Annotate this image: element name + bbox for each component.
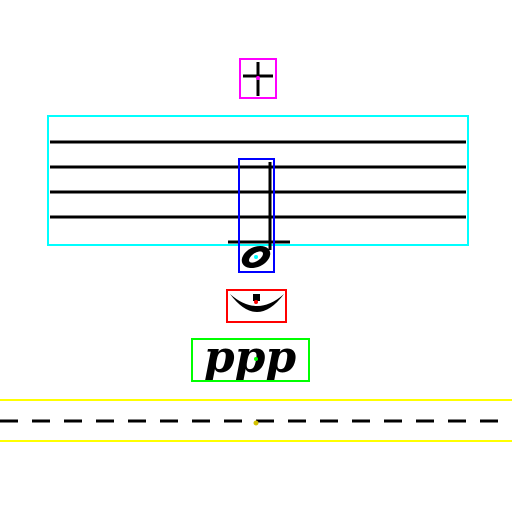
staff-bounding-box xyxy=(47,115,469,246)
half-note-center-marker xyxy=(254,255,258,259)
staff-lines xyxy=(50,140,466,219)
fermata-bounding-box xyxy=(226,289,287,323)
dynamic-bounding-box xyxy=(191,338,310,382)
dynamic-marking-text: ppp xyxy=(204,332,297,383)
sharp-bounding-box xyxy=(239,58,277,99)
dashed-center-marker xyxy=(253,420,259,426)
dynamic-center-marker xyxy=(254,357,258,361)
fermata-symbol xyxy=(230,294,284,312)
fermata-center-marker xyxy=(254,300,258,304)
sharp-center-marker xyxy=(256,76,260,80)
half-note-bounding-box xyxy=(238,158,275,273)
